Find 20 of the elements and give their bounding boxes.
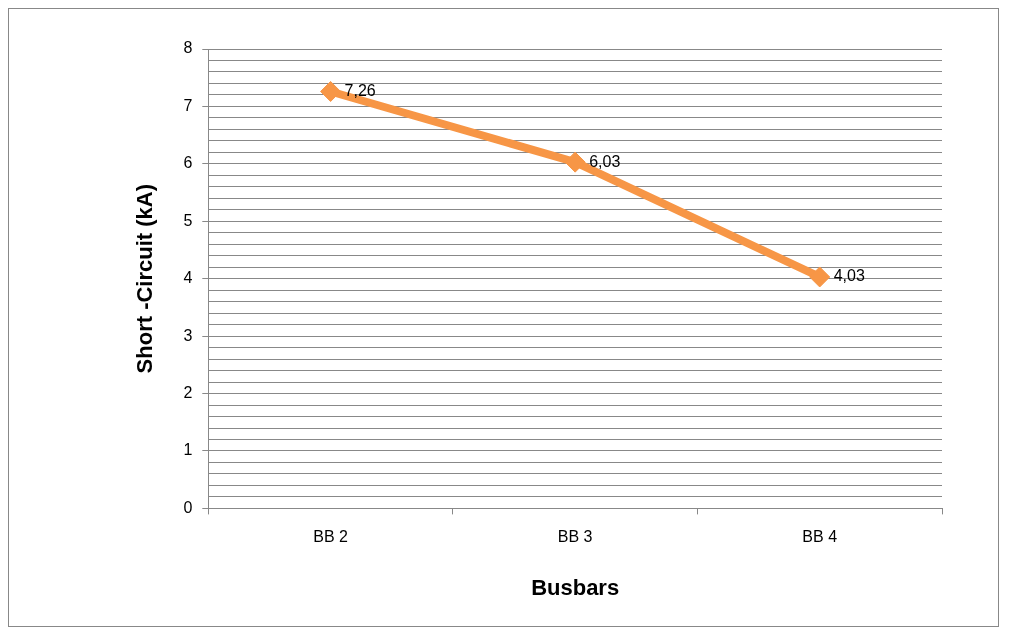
- x-tick-label: BB 4: [802, 528, 838, 546]
- point: [320, 81, 342, 102]
- y-tick-label: 8: [183, 39, 193, 57]
- data-label: 7,26: [344, 81, 376, 99]
- x-tick-label: BB 2: [313, 528, 349, 546]
- y-axis-title: Short -Circuit (kA): [132, 183, 158, 374]
- x-tick-label: BB 3: [557, 528, 593, 546]
- y-tick-label: 3: [183, 326, 193, 344]
- point: [809, 266, 831, 288]
- y-tick-label: 0: [183, 498, 193, 516]
- point: [564, 151, 586, 173]
- y-tick-label: 5: [183, 211, 193, 229]
- y-tick-label: 4: [183, 269, 193, 287]
- data-label: 4,03: [833, 267, 865, 285]
- y-tick-label: 2: [183, 383, 193, 401]
- y-tick-label: 7: [183, 96, 193, 114]
- data-label: 6,03: [589, 152, 621, 170]
- y-tick-label: 1: [183, 441, 193, 459]
- y-tick-label: 6: [183, 154, 193, 172]
- x-axis-title: Busbars: [531, 574, 620, 600]
